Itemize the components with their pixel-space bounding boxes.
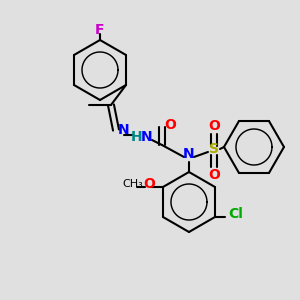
Text: O: O bbox=[208, 168, 220, 182]
Text: N: N bbox=[141, 130, 153, 144]
Text: O: O bbox=[143, 177, 155, 191]
Text: S: S bbox=[209, 142, 219, 156]
Text: CH₃: CH₃ bbox=[123, 179, 143, 189]
Text: Cl: Cl bbox=[229, 207, 243, 221]
Text: O: O bbox=[164, 118, 176, 132]
Text: F: F bbox=[95, 23, 105, 37]
Text: N: N bbox=[183, 147, 195, 161]
Text: O: O bbox=[208, 119, 220, 133]
Text: N: N bbox=[118, 123, 130, 137]
Text: H: H bbox=[131, 130, 143, 144]
